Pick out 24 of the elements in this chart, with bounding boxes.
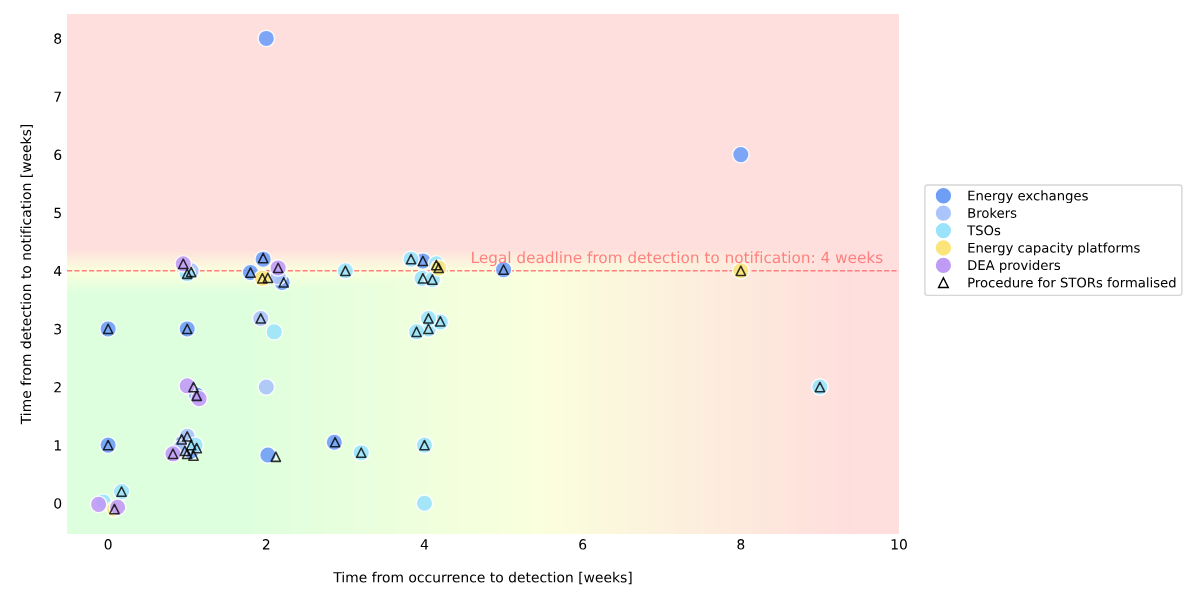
x-tick-label: 2 xyxy=(262,539,270,550)
x-tick-label: 8 xyxy=(737,539,745,550)
y-tick-label: 3 xyxy=(54,323,62,335)
x-tick-label: 10 xyxy=(891,539,907,550)
y-tick-label: 1 xyxy=(54,440,61,451)
y-tick-label: 8 xyxy=(54,33,62,44)
y-tick-label: 0 xyxy=(54,498,62,509)
x-axis-title: Time from occurrence to detection [weeks] xyxy=(333,571,632,585)
legend-label: DEA providers xyxy=(968,259,1061,273)
legend-label: Procedure for STORs formalised xyxy=(968,277,1176,288)
y-tick-label: 7 xyxy=(54,91,61,102)
y-axis-title: Time from detection to notification [weeks] xyxy=(20,124,33,425)
y-tick-label: 4 xyxy=(53,265,62,277)
legend-label: Brokers xyxy=(968,207,1017,218)
x-tick-label: 4 xyxy=(420,539,429,550)
x-tick-label: 6 xyxy=(579,539,587,550)
y-tick-label: 5 xyxy=(54,207,61,219)
y-tick-label: 2 xyxy=(54,381,61,393)
y-tick-label: 6 xyxy=(54,149,62,161)
legend-label: TSOs xyxy=(967,225,1001,236)
legend-label: Energy exchanges xyxy=(968,190,1088,204)
ref-line-label: Legal deadline from detection to notification: 4 weeks xyxy=(472,251,883,267)
x-tick-label: 0 xyxy=(104,539,112,550)
legend-label: Energy capacity platforms xyxy=(968,242,1140,256)
